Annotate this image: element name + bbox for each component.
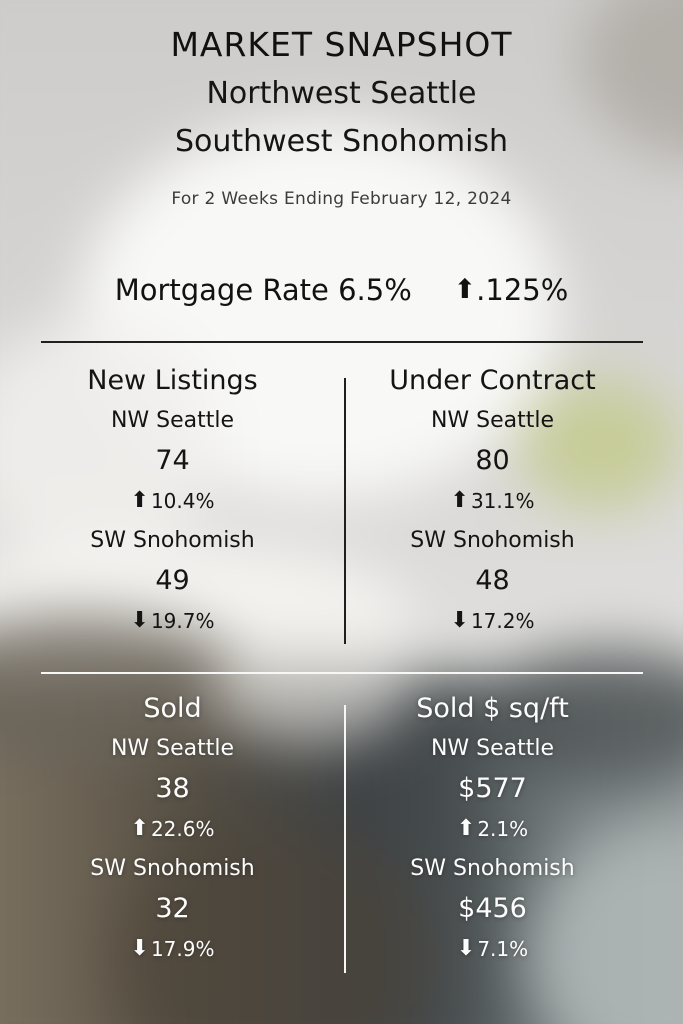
stat-value: 32 (155, 893, 190, 924)
down-arrow-icon: ⬇ (450, 608, 469, 633)
stat-change: ⬇ 17.2% (345, 601, 640, 641)
change-percent: 10.4% (150, 489, 215, 513)
change-percent: 31.1% (470, 489, 535, 513)
stat-change: ⬆ 2.1% (345, 809, 640, 849)
divider-vertical-top (344, 378, 346, 644)
stat-value: $577 (458, 773, 527, 804)
section-sold-price-sqft: Sold $ sq/ft NW Seattle $577 ⬆ 2.1% SW S… (345, 689, 640, 969)
mortgage-rate-row: Mortgage Rate 6.5% ⬆ .125% (0, 270, 683, 310)
stat-change: ⬇ 19.7% (0, 601, 345, 641)
stats-grid-bottom: Sold NW Seattle 38 ⬆ 22.6% SW Snohomish … (0, 689, 683, 969)
up-arrow-icon: ⬆ (130, 816, 149, 841)
mortgage-rate-label: Mortgage Rate 6.5% (114, 273, 412, 307)
change-percent: 22.6% (150, 817, 215, 841)
section-title: Under Contract (389, 365, 596, 396)
area-label: SW Snohomish (410, 528, 575, 553)
stat-change: ⬆ 10.4% (0, 481, 345, 521)
up-arrow-icon: ⬆ (130, 488, 149, 513)
change-percent: 17.2% (470, 609, 535, 633)
stat-change: ⬆ 22.6% (0, 809, 345, 849)
page-title: MARKET SNAPSHOT (170, 25, 513, 64)
header: MARKET SNAPSHOT Northwest Seattle Southw… (0, 0, 683, 211)
stat-change: ⬇ 7.1% (345, 929, 640, 969)
up-arrow-icon: ⬆ (450, 488, 469, 513)
down-arrow-icon: ⬇ (130, 936, 149, 961)
area-label: SW Snohomish (410, 856, 575, 881)
down-arrow-icon: ⬇ (456, 936, 476, 961)
divider-horizontal-bottom (41, 672, 643, 674)
area-label: NW Seattle (430, 736, 555, 761)
mortgage-rate-change: ⬆ .125% (454, 273, 569, 307)
stat-value: $456 (458, 893, 527, 924)
change-percent: 19.7% (150, 609, 215, 633)
area-label: NW Seattle (110, 408, 235, 433)
change-percent: 7.1% (477, 937, 529, 961)
section-title: Sold (143, 693, 202, 724)
section-title: New Listings (87, 365, 258, 396)
area-label: NW Seattle (110, 736, 235, 761)
section-sold: Sold NW Seattle 38 ⬆ 22.6% SW Snohomish … (0, 689, 345, 969)
stats-grid-top: New Listings NW Seattle 74 ⬆ 10.4% SW Sn… (0, 361, 683, 641)
change-percent: 2.1% (477, 817, 529, 841)
area-label: SW Snohomish (90, 856, 255, 881)
stat-value: 80 (475, 445, 510, 476)
section-new-listings: New Listings NW Seattle 74 ⬆ 10.4% SW Sn… (0, 361, 345, 641)
area-label: SW Snohomish (90, 528, 255, 553)
stat-value: 38 (155, 773, 190, 804)
subtitle-region-1: Northwest Seattle (206, 76, 477, 111)
change-percent: 17.9% (150, 937, 215, 961)
section-under-contract: Under Contract NW Seattle 80 ⬆ 31.1% SW … (345, 361, 640, 641)
stat-value: 48 (475, 565, 510, 596)
section-title: Sold $ sq/ft (416, 693, 569, 724)
mortgage-rate-change-value: .125% (476, 273, 569, 307)
up-arrow-icon: ⬆ (456, 816, 476, 841)
reporting-period: For 2 Weeks Ending February 12, 2024 (171, 189, 512, 209)
stat-change: ⬆ 31.1% (345, 481, 640, 521)
up-arrow-icon: ⬆ (453, 273, 477, 305)
down-arrow-icon: ⬇ (130, 608, 149, 633)
subtitle-region-2: Southwest Snohomish (174, 124, 509, 159)
stat-value: 74 (155, 445, 190, 476)
divider-vertical-bottom (344, 705, 346, 973)
stat-change: ⬇ 17.9% (0, 929, 345, 969)
stat-value: 49 (155, 565, 190, 596)
area-label: NW Seattle (430, 408, 555, 433)
divider-horizontal-top (41, 341, 643, 343)
